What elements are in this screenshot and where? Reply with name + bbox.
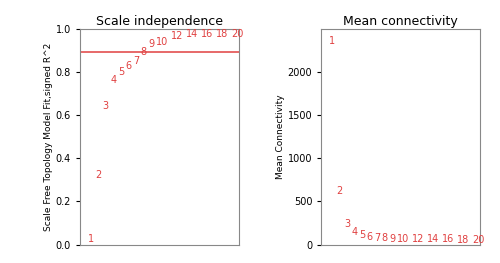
Y-axis label: Mean Connectivity: Mean Connectivity [276, 94, 285, 179]
Text: 8: 8 [140, 47, 146, 57]
Text: 7: 7 [133, 55, 139, 65]
Text: 3: 3 [344, 220, 350, 230]
Text: 5: 5 [359, 230, 366, 240]
Text: 9: 9 [148, 39, 154, 49]
Title: Scale independence: Scale independence [96, 15, 223, 28]
Text: 5: 5 [118, 67, 124, 77]
Text: 1: 1 [88, 234, 94, 244]
Text: 20: 20 [231, 29, 243, 39]
Text: 12: 12 [170, 31, 183, 41]
Text: 18: 18 [216, 29, 228, 39]
Text: 14: 14 [427, 234, 440, 244]
Text: 9: 9 [390, 234, 396, 244]
Text: 4: 4 [352, 227, 358, 237]
Text: 1: 1 [329, 36, 335, 46]
Text: 4: 4 [110, 75, 116, 85]
Text: 18: 18 [458, 235, 469, 245]
Text: 8: 8 [382, 233, 388, 243]
Text: 6: 6 [366, 232, 372, 242]
Text: 20: 20 [472, 235, 485, 245]
Text: 6: 6 [126, 61, 132, 71]
Text: 16: 16 [201, 29, 213, 39]
Text: 12: 12 [412, 234, 424, 244]
Text: 16: 16 [442, 234, 454, 245]
Y-axis label: Scale Free Topology Model Fit,signed R^2: Scale Free Topology Model Fit,signed R^2 [44, 43, 53, 231]
Title: Mean connectivity: Mean connectivity [344, 15, 458, 28]
Text: 10: 10 [397, 234, 409, 244]
Text: 2: 2 [336, 186, 342, 196]
Text: 2: 2 [95, 170, 102, 180]
Text: 7: 7 [374, 233, 380, 243]
Text: 3: 3 [102, 101, 109, 111]
Text: 14: 14 [186, 29, 198, 39]
Text: 10: 10 [156, 37, 168, 47]
